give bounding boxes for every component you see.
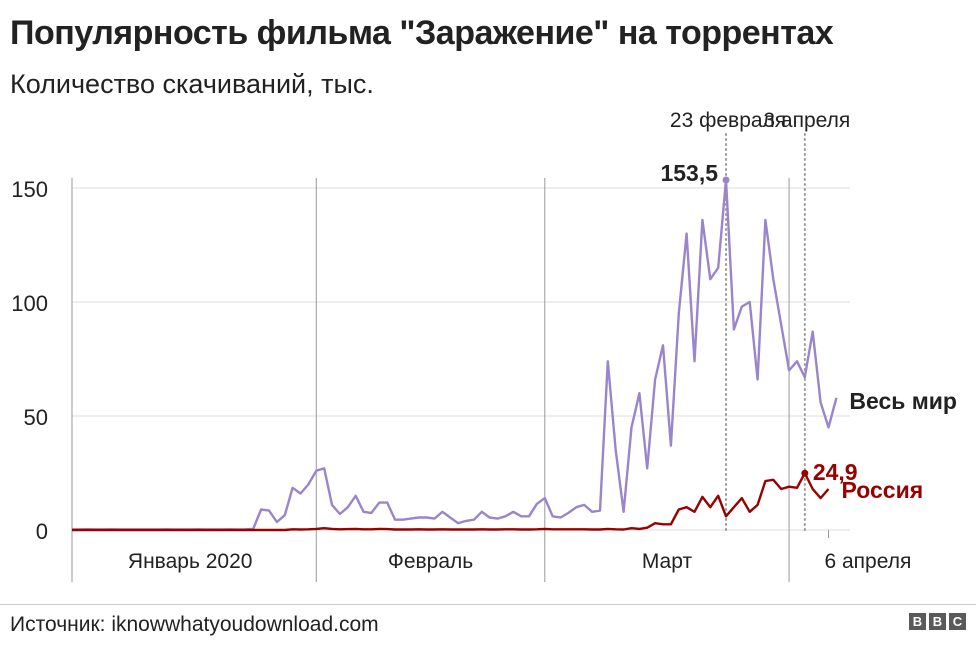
x-tick-label: 6 апреля: [824, 550, 911, 573]
y-tick-label: 0: [36, 519, 48, 544]
y-tick-label: 100: [11, 291, 48, 316]
bbc-logo-letter: C: [949, 613, 966, 630]
y-tick-label: 150: [11, 177, 48, 202]
bbc-logo-letter: B: [929, 613, 946, 630]
annotation-label: 153,5: [660, 160, 718, 186]
annotation-marker: [722, 176, 730, 184]
bbc-logo: B B C: [909, 613, 966, 630]
bbc-logo-letter: B: [909, 613, 926, 630]
series-line-russia: [72, 472, 830, 532]
reference-line-label: 3 апреля: [763, 109, 850, 132]
line-chart: 0 50 100 150 Январь 2020 Февраль Март 6 апреля 2…: [11, 109, 957, 582]
series-label: Россия: [841, 477, 923, 503]
x-tick-label: Март: [642, 550, 693, 573]
annotation-label: 24,9: [813, 459, 858, 485]
footer-divider: [0, 604, 976, 605]
reference-line-label: 23 февраля: [670, 109, 786, 132]
series-label: Весь мир: [849, 388, 957, 414]
x-tick-label: Январь 2020: [128, 550, 253, 573]
series-line-world: [72, 178, 838, 531]
chart-title: Популярность фильма "Заражение" на торре…: [10, 14, 834, 52]
x-tick-label: Февраль: [388, 550, 473, 573]
y-tick-label: 50: [24, 405, 48, 430]
y-axis-label: Количество скачиваний, тыс.: [10, 69, 374, 99]
source-label: Источник: iknowwhatyoudownload.com: [10, 613, 379, 636]
annotation-marker: [801, 469, 809, 477]
